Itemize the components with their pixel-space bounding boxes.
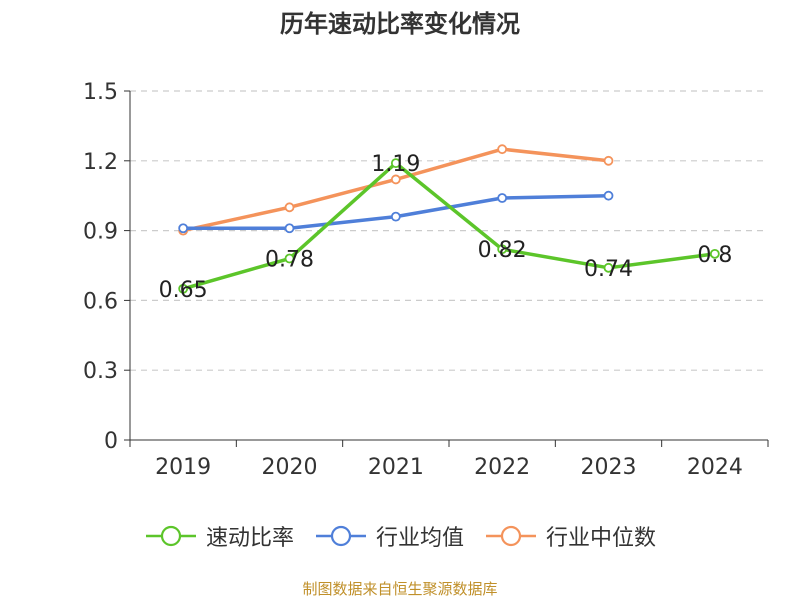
data-point — [390, 174, 401, 185]
legend-marker-icon — [145, 525, 196, 547]
data-label: 1.19 — [371, 152, 420, 177]
data-label: 0.82 — [478, 238, 527, 263]
legend-circle — [500, 525, 522, 547]
data-point — [497, 193, 508, 203]
y-tick-label: 0.3 — [83, 359, 118, 384]
legend-item[interactable]: 行业中位数 — [484, 520, 656, 552]
y-tick-label: 0.6 — [83, 289, 118, 314]
legend-circle — [330, 525, 352, 547]
data-point — [390, 211, 401, 222]
data-label: 0.65 — [159, 278, 208, 303]
y-tick-label: 1.2 — [83, 150, 118, 175]
data-label: 0.8 — [697, 243, 732, 268]
legend-item[interactable]: 行业均值 — [314, 520, 464, 552]
legend-marker-icon — [315, 525, 366, 547]
series-layer — [178, 144, 720, 294]
series-line — [181, 161, 717, 291]
data-labels: 0.65 0.78 1.19 0.82 0.74 0.8 — [159, 152, 733, 303]
x-tick-label: 2022 — [474, 455, 530, 480]
data-label: 0.74 — [584, 257, 633, 282]
y-tick-label: 1.5 — [83, 80, 118, 105]
x-tick-label: 2019 — [155, 455, 211, 480]
legend-label: 速动比率 — [205, 526, 294, 551]
legend: 速动比率 行业均值 行业中位数 — [0, 520, 800, 552]
y-tick-label: 0.9 — [83, 220, 118, 245]
x-tick-label: 2020 — [262, 455, 318, 480]
x-tick-label: 2021 — [368, 455, 424, 480]
data-point — [603, 190, 614, 201]
data-point — [178, 223, 189, 234]
data-point — [284, 253, 295, 264]
x-tick-label: 2023 — [581, 455, 637, 480]
legend-item[interactable]: 速动比率 — [144, 520, 294, 552]
data-point — [178, 283, 189, 294]
chart-title: 历年速动比率变化情况 — [280, 10, 520, 38]
legend-circle — [160, 525, 182, 547]
y-tick-label: 0 — [104, 429, 118, 454]
data-point — [603, 155, 614, 166]
axes: 0 0.3 0.6 0.9 1.2 1.5 2019 2020 2021 2022 2023 2024 — [83, 80, 769, 480]
source-note: 制图数据来自恒生聚源数据库 — [302, 580, 498, 598]
data-label: 0.78 — [265, 248, 314, 273]
legend-marker-icon — [486, 525, 536, 547]
legend-label: 行业中位数 — [546, 526, 657, 551]
x-tick-label: 2024 — [687, 455, 743, 480]
data-point — [709, 248, 720, 259]
grid-lines — [130, 90, 768, 371]
legend-label: 行业均值 — [375, 526, 464, 551]
data-point — [497, 244, 508, 255]
data-point — [284, 202, 295, 213]
data-point — [497, 144, 508, 155]
data-point — [390, 158, 401, 169]
data-point — [603, 262, 614, 273]
data-point — [284, 223, 295, 234]
